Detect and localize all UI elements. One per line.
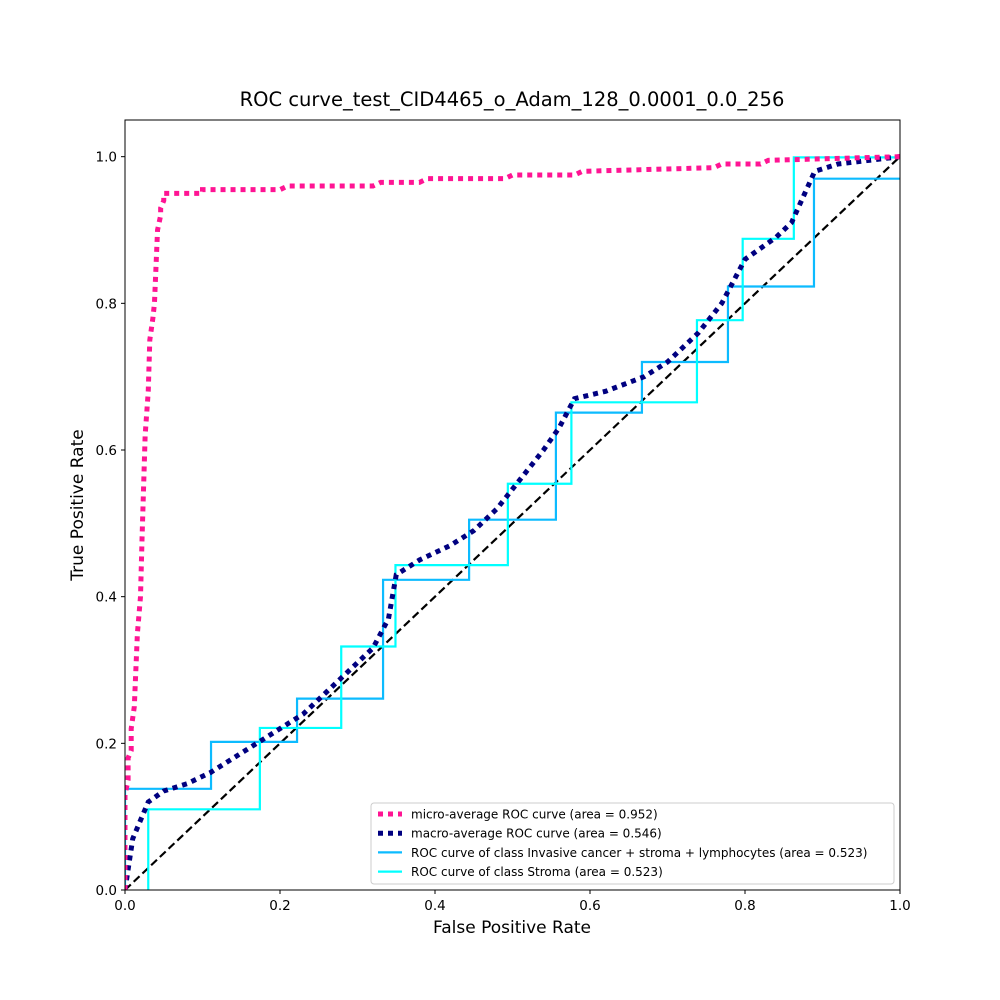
legend-box bbox=[370, 802, 895, 885]
y-tick-label: 0.8 bbox=[96, 296, 117, 312]
x-tick-label: 0.6 bbox=[579, 898, 600, 914]
series-line-3 bbox=[147, 156, 900, 890]
series-line-1 bbox=[125, 154, 900, 890]
legend: micro-average ROC curve (area = 0.952) ma… bbox=[370, 802, 895, 885]
y-tick-label: 1.0 bbox=[96, 150, 117, 166]
legend-label-0: micro-average ROC curve (area = 0.952) bbox=[411, 808, 658, 822]
x-axis: 0.0 0.2 0.4 0.6 0.8 1.0 bbox=[114, 890, 911, 914]
series-layer bbox=[125, 154, 900, 890]
y-tick-label: 0.2 bbox=[96, 736, 117, 752]
y-tick-label: 0.0 bbox=[96, 883, 117, 899]
series-line-0 bbox=[125, 154, 900, 890]
x-tick-label: 0.8 bbox=[734, 898, 755, 914]
series-line-2 bbox=[125, 177, 900, 890]
x-tick-label: 0.4 bbox=[424, 898, 445, 914]
x-tick-label: 0.2 bbox=[269, 898, 290, 914]
x-tick-label: 1.0 bbox=[889, 898, 910, 914]
legend-label-1: macro-average ROC curve (area = 0.546) bbox=[411, 827, 662, 841]
y-axis: 0.0 0.2 0.4 0.6 0.8 1.0 bbox=[96, 150, 125, 899]
x-axis-label: False Positive Rate bbox=[433, 918, 591, 938]
legend-label-3: ROC curve of class Stroma (area = 0.523) bbox=[411, 865, 663, 879]
chart-title: ROC curve_test_CID4465_o_Adam_128_0.0001… bbox=[240, 88, 785, 111]
x-tick-label: 0.0 bbox=[114, 898, 135, 914]
y-axis-label: True Positive Rate bbox=[68, 429, 88, 581]
series-line-4 bbox=[125, 155, 900, 890]
plot-frame bbox=[124, 119, 901, 891]
legend-label-2: ROC curve of class Invasive cancer + str… bbox=[411, 846, 867, 860]
y-tick-label: 0.4 bbox=[96, 590, 117, 606]
y-tick-label: 0.6 bbox=[96, 443, 117, 459]
